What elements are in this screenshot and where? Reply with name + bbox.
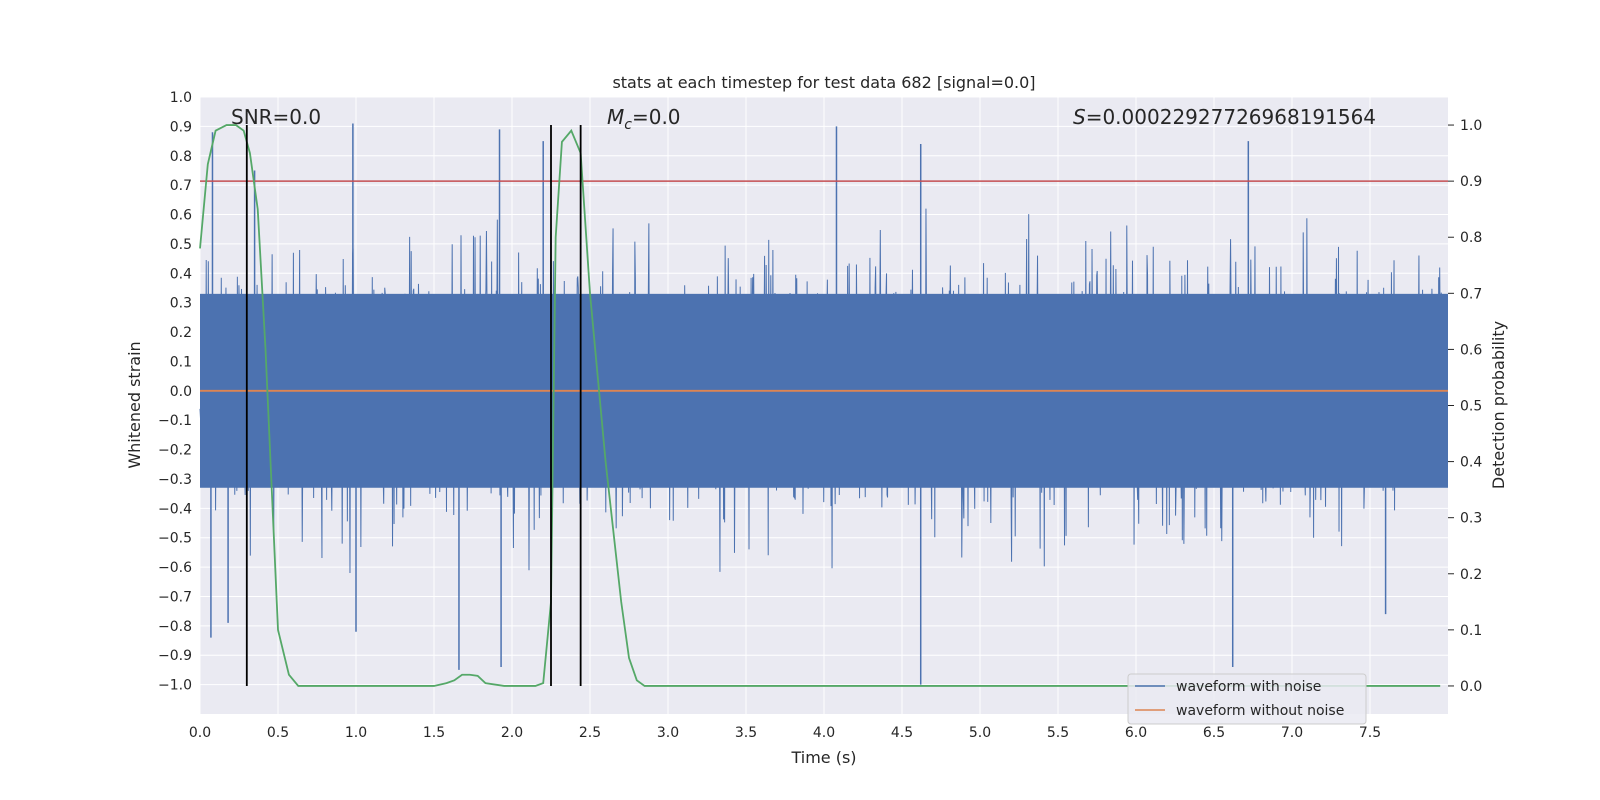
s-value: =0.00022927726968191564 [1086,105,1376,129]
x-tick-label: 5.5 [1047,725,1069,741]
y-right-tick-label: 0.8 [1460,230,1482,246]
x-tick-label: 3.0 [657,725,679,741]
axes-group: 0.0 0.5 1.0 1.5 2.0 2.5 3.0 3.5 4.0 4.5 5.0 5.5 6.0 6… [158,90,1482,741]
y-left-tick-label: −0.9 [158,648,192,664]
x-tick-label: 5.0 [969,725,991,741]
x-tick-label: 1.0 [345,725,367,741]
chart-title: stats at each timestep for test data 682… [612,73,1035,92]
y-right-tick-label: 0.0 [1460,679,1482,695]
y-left-tick-label: 1.0 [170,90,192,106]
y-left-tick-label: 0.5 [170,237,192,253]
y-right-tick-label: 0.3 [1460,511,1482,527]
y-left-tick-label: −0.5 [158,531,192,547]
snr-annotation: SNR=0.0 [231,105,321,129]
y-left-tick-label: 0.3 [170,296,192,312]
y-left-tick-label: −0.6 [158,560,192,576]
y-right-tick-label: 0.7 [1460,286,1482,302]
x-tick-label: 2.5 [579,725,601,741]
y-left-tick-label: −0.1 [158,413,192,429]
y-right-tick-label: 0.4 [1460,455,1482,471]
mc-annotation: Mc=0.0 [607,105,681,133]
x-tick-label: 6.5 [1203,725,1225,741]
y-left-axis-title: Whitened strain [125,341,144,468]
y-left-tick-label: 0.0 [170,384,192,400]
line-series-group [199,124,1448,687]
y-left-tick-label: −1.0 [158,678,192,694]
legend: waveform with noise waveform without noi… [1127,673,1367,725]
y-left-tick-label: 0.8 [170,149,192,165]
x-tick-label: 7.5 [1359,725,1381,741]
x-axis-title: Time (s) [790,748,856,767]
y-left-tick-label: 0.1 [170,354,192,370]
mc-value: =0.0 [632,105,681,129]
legend-label-noise: waveform with noise [1176,679,1321,695]
mc-symbol: M [607,105,624,129]
x-tick-label: 0.5 [267,725,289,741]
y-left-tick-label: −0.4 [158,501,192,517]
y-right-tick-label: 0.2 [1460,567,1482,583]
y-left-tick-label: 0.9 [170,119,192,135]
y-left-tick-label: −0.3 [158,472,192,488]
y-right-tick-label: 0.5 [1460,399,1482,415]
x-tick-label: 4.5 [891,725,913,741]
x-tick-label: 7.0 [1281,725,1303,741]
y-left-tick-label: −0.2 [158,443,192,459]
mc-subscript: c [624,117,632,133]
y-right-tick-label: 0.6 [1460,342,1482,358]
x-tick-label: 3.5 [735,725,757,741]
legend-label-clean: waveform without noise [1176,703,1344,719]
y-left-tick-label: 0.2 [170,325,192,341]
x-tick-label: 6.0 [1125,725,1147,741]
y-right-tick-label: 0.1 [1460,623,1482,639]
detection-probability-line [199,124,1441,687]
s-symbol: S [1073,105,1086,129]
x-tick-label: 1.5 [423,725,445,741]
y-right-axis-title: Detection probability [1489,321,1508,489]
y-left-tick-label: 0.6 [170,208,192,224]
y-left-tick-label: −0.8 [158,619,192,635]
x-tick-label: 2.0 [501,725,523,741]
y-right-tick-label: 0.9 [1460,174,1482,190]
legend-box [1127,673,1367,725]
x-tick-label: 4.0 [813,725,835,741]
s-annotation: S=0.00022927726968191564 [1073,105,1376,129]
y-left-tick-label: 0.4 [170,266,192,282]
y-left-tick-label: −0.7 [158,589,192,605]
x-tick-label: 0.0 [189,725,211,741]
y-left-tick-label: 0.7 [170,178,192,194]
y-right-tick-label: 1.0 [1460,118,1482,134]
